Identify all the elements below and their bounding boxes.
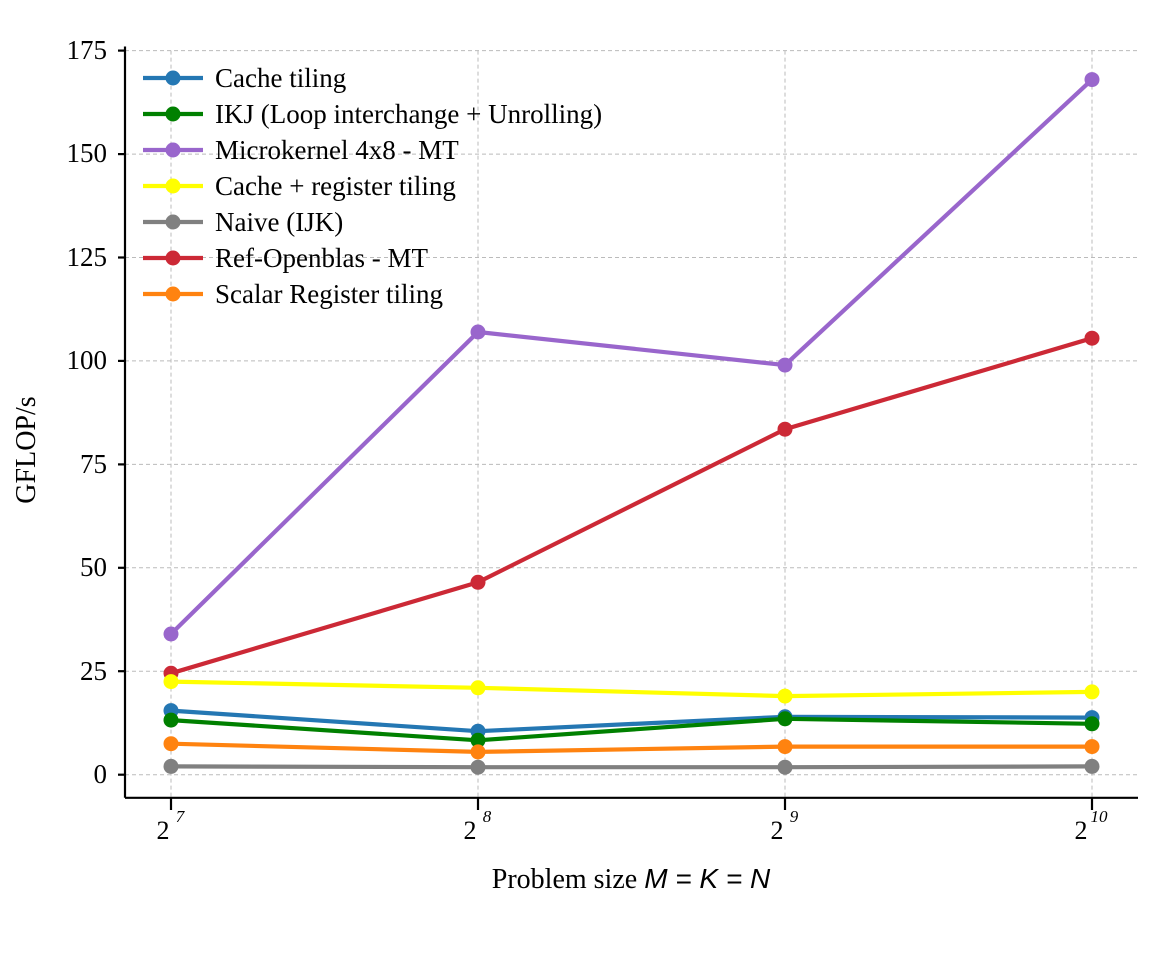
svg-text:Ref-Openblas - MT: Ref-Openblas - MT [215, 243, 428, 273]
svg-text:2: 2 [464, 816, 477, 845]
svg-text:100: 100 [67, 345, 108, 375]
svg-text:10: 10 [1091, 807, 1109, 826]
svg-text:GFLOP/s: GFLOP/s [11, 396, 42, 503]
svg-text:Cache + register tiling: Cache + register tiling [215, 171, 456, 201]
svg-text:2: 2 [771, 816, 784, 845]
svg-text:0: 0 [94, 759, 108, 789]
svg-text:Scalar Register tiling: Scalar Register tiling [215, 279, 443, 309]
svg-text:2: 2 [1075, 816, 1088, 845]
svg-text:Cache tiling: Cache tiling [215, 63, 346, 93]
svg-text:Problem size M = K = N: Problem size M = K = N [492, 863, 771, 895]
svg-text:IKJ (Loop interchange + Unroll: IKJ (Loop interchange + Unrolling) [215, 99, 602, 129]
svg-text:8: 8 [483, 807, 492, 826]
svg-text:2: 2 [157, 816, 170, 845]
svg-text:9: 9 [790, 807, 799, 826]
svg-text:75: 75 [80, 449, 107, 479]
svg-text:125: 125 [67, 242, 108, 272]
svg-text:25: 25 [80, 656, 107, 686]
svg-text:Microkernel 4x8 - MT: Microkernel 4x8 - MT [215, 135, 459, 165]
svg-text:7: 7 [176, 807, 186, 826]
svg-text:175: 175 [67, 35, 108, 65]
svg-text:150: 150 [67, 138, 108, 168]
svg-text:50: 50 [80, 552, 107, 582]
svg-text:Naive (IJK): Naive (IJK) [215, 207, 343, 237]
